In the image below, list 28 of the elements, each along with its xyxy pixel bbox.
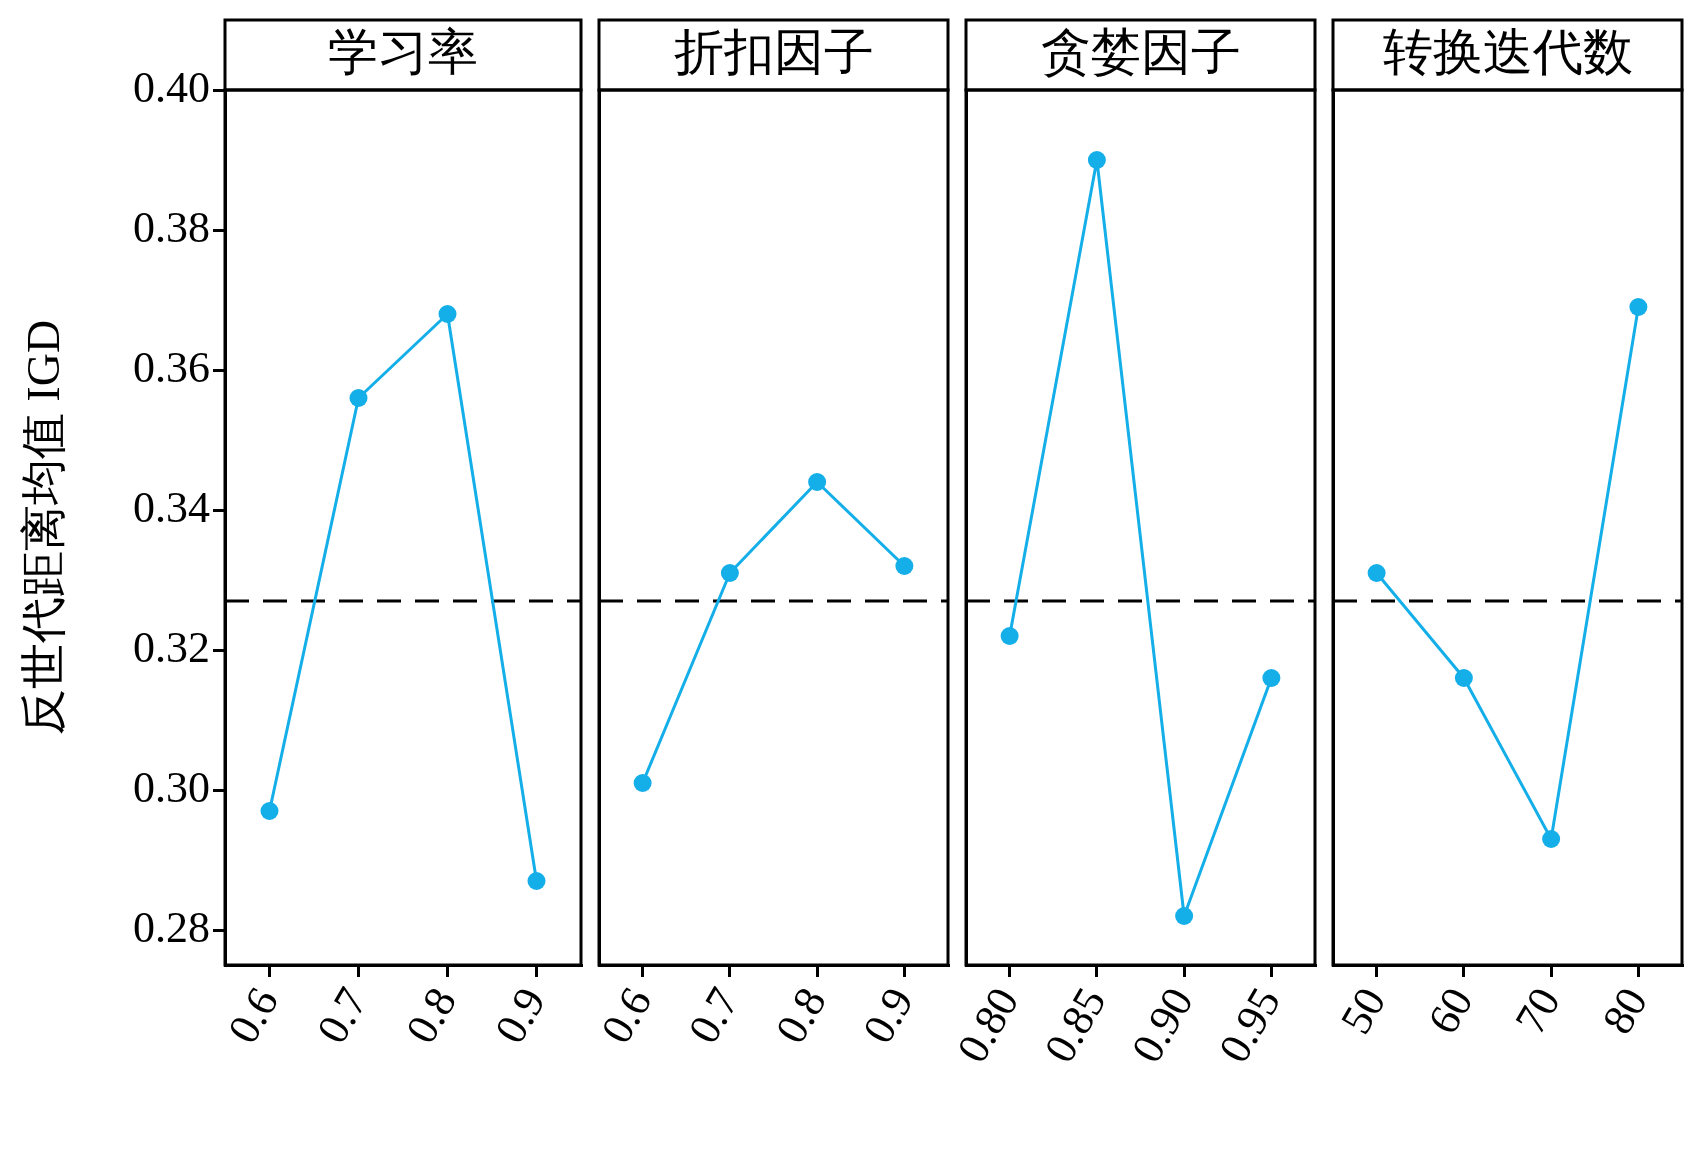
y-tick-label: 0.34: [133, 482, 210, 532]
x-tick-label: 0.80: [947, 979, 1029, 1071]
x-tick-label: 0.85: [1034, 979, 1116, 1071]
y-tick-label: 0.32: [133, 622, 210, 672]
y-tick-label: 0.36: [133, 342, 210, 392]
x-tick-label: 80: [1592, 979, 1658, 1043]
y-tick-label: 0.40: [133, 62, 210, 112]
y-tick-label: 0.38: [133, 202, 210, 252]
x-tick-label: 0.6: [218, 979, 289, 1052]
chart-title: 折扣因子: [673, 24, 874, 81]
x-tick-label: 0.9: [853, 979, 924, 1052]
x-tick-label: 0.8: [396, 979, 467, 1052]
y-tick-label: 0.30: [133, 762, 210, 812]
y-axis-title: 反世代距离均值 IGD: [17, 319, 69, 736]
x-tick-label: 0.90: [1121, 979, 1203, 1071]
x-tick-label: 70: [1505, 979, 1570, 1043]
x-tick-label: 0.7: [307, 979, 378, 1052]
x-tick-label: 0.7: [678, 979, 749, 1052]
x-tick-label: 60: [1418, 979, 1483, 1043]
x-tick-label: 0.95: [1209, 979, 1291, 1071]
x-tick-label: 50: [1330, 979, 1396, 1043]
x-tick-label: 0.9: [485, 979, 556, 1052]
y-tick-label: 0.28: [133, 902, 210, 952]
chart-title: 学习率: [328, 24, 478, 81]
x-tick-label: 0.8: [765, 979, 836, 1052]
x-tick-label: 0.6: [591, 979, 662, 1052]
chart-title: 贪婪因子: [1040, 24, 1241, 81]
chart-title: 转换迭代数: [1382, 24, 1633, 81]
